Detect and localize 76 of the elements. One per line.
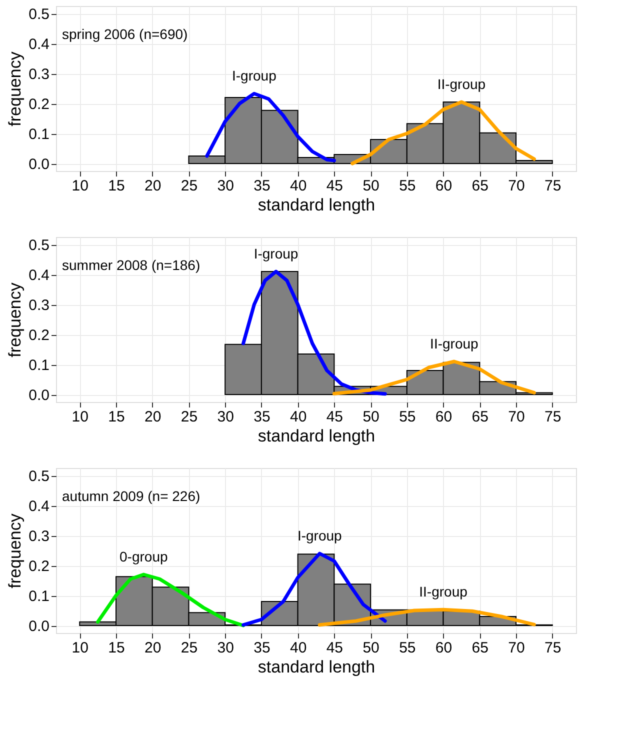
y-axis-title: frequency bbox=[6, 282, 25, 358]
x-tick-label: 10 bbox=[72, 640, 88, 656]
x-axis-title: standard length bbox=[258, 658, 376, 676]
y-tick-label: 0.4 bbox=[28, 267, 50, 284]
x-tick-label: 30 bbox=[217, 408, 234, 426]
y-tick-label: 0.3 bbox=[28, 528, 50, 545]
x-tick-label: 30 bbox=[217, 178, 234, 194]
y-tick-label: 0.2 bbox=[28, 558, 50, 575]
y-tick-label: 0.3 bbox=[28, 66, 50, 83]
x-tick-label: 60 bbox=[435, 408, 452, 426]
x-tick-label: 40 bbox=[290, 408, 307, 426]
y-tick-label: 0.4 bbox=[28, 498, 50, 515]
x-tick-label: 20 bbox=[144, 178, 162, 194]
y-axis-title: frequency bbox=[6, 51, 25, 126]
y-tick-label: 0.0 bbox=[28, 156, 50, 173]
x-tick-label: 60 bbox=[435, 640, 452, 656]
x-tick-label: 65 bbox=[472, 178, 488, 194]
x-tick-label: 10 bbox=[72, 408, 88, 426]
x-tick-label: 75 bbox=[544, 408, 562, 426]
text: spring 2006 (n=690) bbox=[62, 26, 188, 42]
x-tick-label: 75 bbox=[544, 640, 562, 656]
annotation: II-group bbox=[430, 336, 479, 352]
annotation: I-group bbox=[232, 68, 277, 84]
x-tick-label: 45 bbox=[326, 178, 344, 194]
y-tick-label: 0.0 bbox=[28, 387, 50, 404]
x-tick-label: 70 bbox=[508, 408, 525, 426]
x-tick-label: 10 bbox=[72, 178, 88, 194]
x-tick-label: 55 bbox=[399, 640, 416, 656]
y-tick-label: 0.3 bbox=[28, 297, 50, 314]
x-tick-label: 35 bbox=[254, 408, 270, 426]
x-tick-label: 50 bbox=[362, 178, 380, 194]
x-tick-label: 25 bbox=[180, 178, 198, 194]
x-tick-label: 25 bbox=[180, 640, 198, 656]
y-tick-label: 0.1 bbox=[28, 357, 50, 374]
y-tick-label: 0.5 bbox=[28, 468, 50, 485]
annotation: II-group bbox=[419, 584, 468, 600]
x-tick-label: 30 bbox=[217, 640, 234, 656]
annotation: I-group bbox=[297, 528, 342, 544]
x-tick-label: 50 bbox=[362, 408, 380, 426]
x-tick-label: 70 bbox=[508, 640, 525, 656]
x-tick-label: 15 bbox=[108, 408, 125, 426]
y-axis-title: frequency bbox=[6, 513, 25, 588]
y-tick-label: 0.4 bbox=[28, 36, 50, 53]
x-tick-label: 35 bbox=[254, 640, 270, 656]
y-tick-label: 0.2 bbox=[28, 327, 50, 344]
x-tick-label: 35 bbox=[254, 178, 270, 194]
y-tick-label: 0.0 bbox=[28, 618, 50, 635]
x-axis-title: standard length bbox=[258, 426, 376, 446]
annotation: 0-group bbox=[120, 548, 168, 564]
x-tick-label: 20 bbox=[144, 408, 162, 426]
y-tick-label: 0.5 bbox=[28, 6, 50, 23]
x-tick-label: 40 bbox=[290, 178, 307, 194]
x-tick-label: 45 bbox=[326, 408, 344, 426]
x-tick-label: 40 bbox=[290, 640, 307, 656]
x-tick-label: 15 bbox=[108, 640, 125, 656]
x-tick-label: 70 bbox=[508, 178, 525, 194]
y-tick-label: 0.1 bbox=[28, 126, 50, 143]
y-tick-label: 0.2 bbox=[28, 96, 50, 113]
y-tick-label: 0.5 bbox=[28, 237, 50, 254]
x-tick-label: 75 bbox=[544, 178, 562, 194]
text: summer 2008 (n=186) bbox=[62, 257, 200, 273]
y-tick-label: 0.1 bbox=[28, 588, 50, 605]
annotation: II-group bbox=[437, 76, 486, 92]
x-tick-label: 15 bbox=[108, 178, 125, 194]
x-tick-label: 55 bbox=[399, 408, 416, 426]
x-tick-label: 55 bbox=[399, 178, 416, 194]
x-tick-label: 65 bbox=[472, 640, 488, 656]
x-tick-label: 25 bbox=[180, 408, 198, 426]
x-tick-label: 50 bbox=[362, 640, 380, 656]
x-tick-label: 65 bbox=[472, 408, 488, 426]
annotation: I-group bbox=[254, 246, 298, 262]
x-tick-label: 20 bbox=[144, 640, 162, 656]
x-axis-title: standard length bbox=[258, 196, 376, 214]
x-tick-label: 60 bbox=[435, 178, 452, 194]
x-tick-label: 45 bbox=[326, 640, 344, 656]
text: autumn 2009 (n= 226) bbox=[62, 488, 200, 504]
